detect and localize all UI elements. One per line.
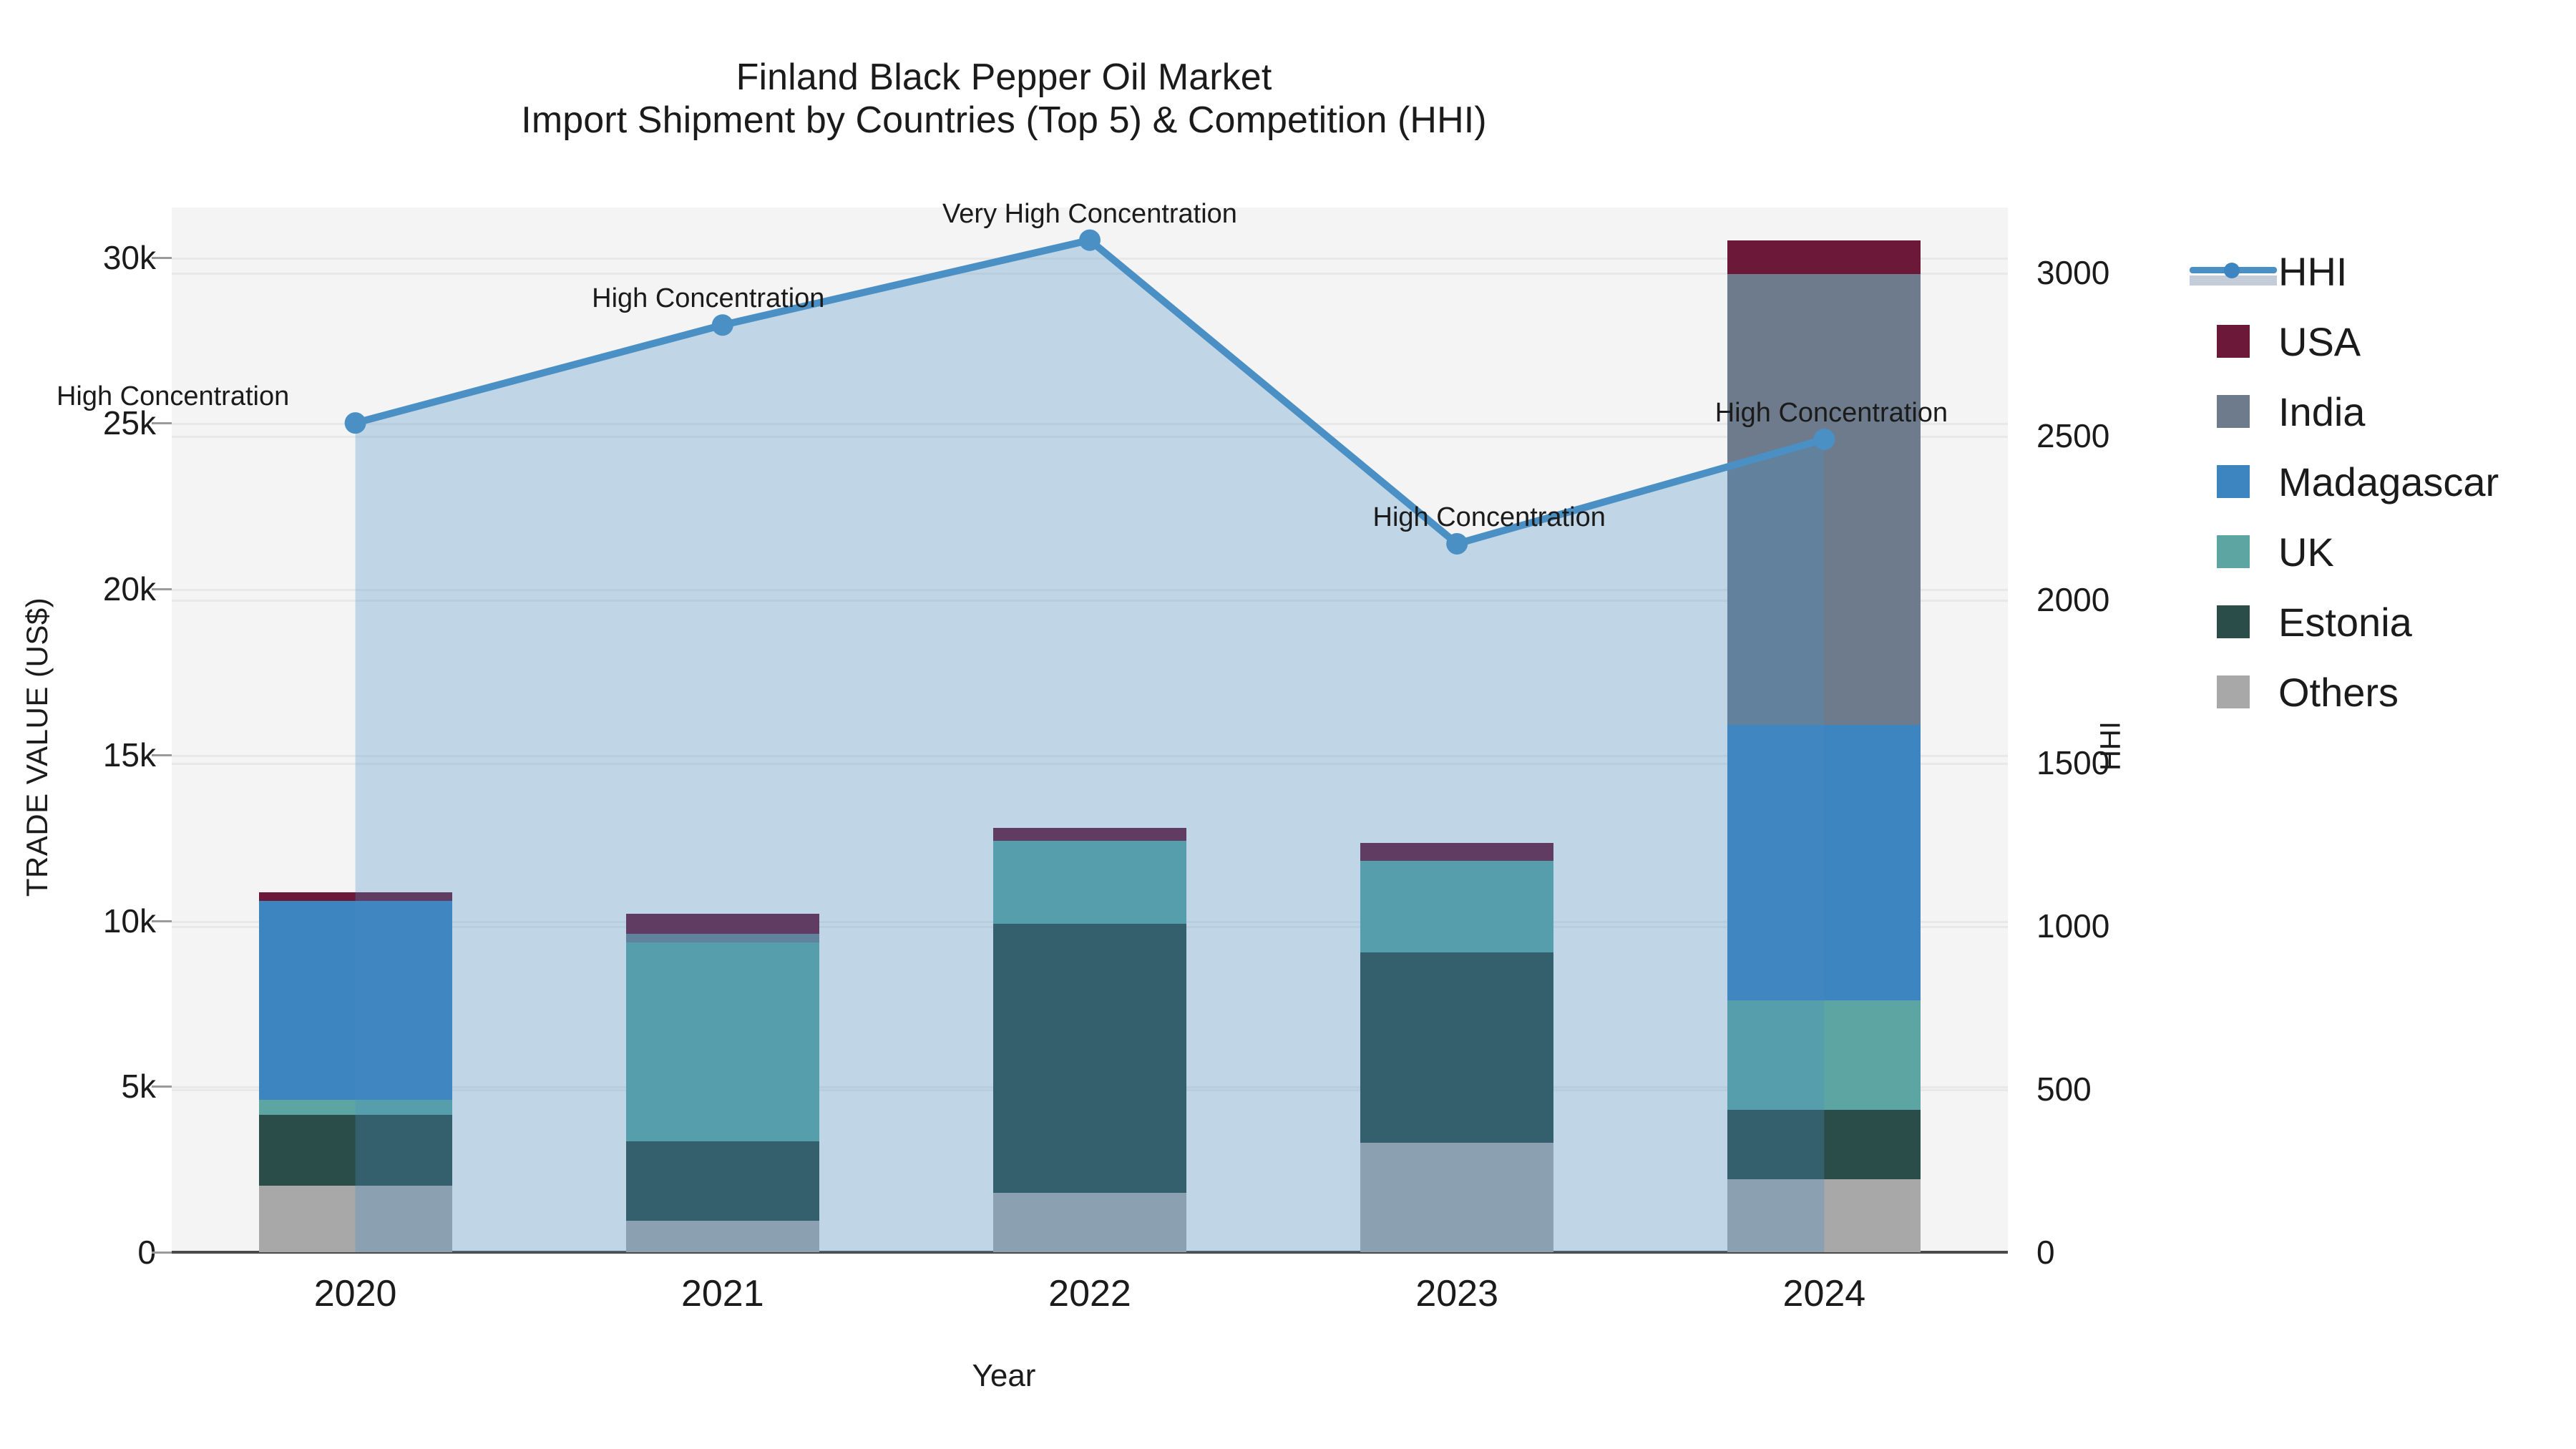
gridline-secondary <box>172 599 2008 602</box>
y-tick-label-right: 1500 <box>2036 743 2110 781</box>
y-tick-mark-left <box>152 1085 172 1088</box>
bar-segment-2021-uk[interactable] <box>625 942 819 1141</box>
y-tick-mark-left <box>152 422 172 425</box>
legend-swatch-estonia-icon <box>2217 605 2250 638</box>
legend-item-india[interactable]: India <box>2190 376 2576 447</box>
legend-item-hhi[interactable]: HHI <box>2190 236 2576 306</box>
bar-segment-2024-others[interactable] <box>1727 1179 1921 1252</box>
legend-label: HHI <box>2278 248 2348 294</box>
bar-segment-2024-uk[interactable] <box>1727 1000 1921 1110</box>
legend-item-usa[interactable]: USA <box>2190 306 2576 376</box>
gridline-secondary <box>172 762 2008 765</box>
title-line-1: Finland Black Pepper Oil Market <box>736 57 1272 98</box>
y-tick-mark-left <box>152 919 172 922</box>
y-tick-label-left: 15k <box>102 736 156 774</box>
legend-label: India <box>2278 389 2366 434</box>
y-tick-mark-left <box>152 256 172 259</box>
y-tick-mark-left <box>152 753 172 756</box>
hhi-annotation-2020: High Concentration <box>56 381 290 412</box>
y-tick-label-right: 3000 <box>2036 254 2110 292</box>
gridline <box>172 589 2008 592</box>
y-axis-label-left: TRADE VALUE (US$) <box>20 597 54 897</box>
bar-segment-2024-estonia[interactable] <box>1727 1109 1921 1180</box>
bar-segment-2023-usa[interactable] <box>1360 842 1554 862</box>
legend-item-others[interactable]: Others <box>2190 657 2576 727</box>
chart-legend: HHI USA India Madagascar UK Estonia Others <box>2190 236 2576 727</box>
x-axis-label: Year <box>972 1358 1036 1393</box>
x-tick-label-2023: 2023 <box>1415 1273 1499 1314</box>
y-tick-label-right: 1000 <box>2036 907 2110 945</box>
bar-segment-2023-others[interactable] <box>1360 1143 1554 1252</box>
bar-segment-2022-others[interactable] <box>993 1192 1186 1252</box>
bar-segment-2020-uk[interactable] <box>258 1099 452 1115</box>
bar-segment-2022-estonia[interactable] <box>993 924 1186 1193</box>
bar-segment-2024-usa[interactable] <box>1727 240 1921 274</box>
y-tick-label-left: 5k <box>121 1068 156 1106</box>
legend-label: UK <box>2278 529 2334 575</box>
y-tick-label-right: 500 <box>2036 1070 2092 1108</box>
legend-label: USA <box>2278 318 2361 364</box>
legend-label: Madagascar <box>2278 459 2499 504</box>
legend-line-marker-icon <box>2190 255 2277 288</box>
bar-segment-2024-madagascar[interactable] <box>1727 725 1921 1000</box>
title-line-2: Import Shipment by Countries (Top 5) & C… <box>521 99 1487 142</box>
y-tick-label-left: 20k <box>102 570 156 608</box>
legend-swatch-others-icon <box>2217 675 2250 708</box>
y-tick-label-left: 30k <box>102 238 156 276</box>
y-tick-label-left: 25k <box>102 404 156 442</box>
hhi-annotation-2021: High Concentration <box>592 283 825 314</box>
hhi-annotation-2024: High Concentration <box>1714 397 1948 428</box>
bar-segment-2021-usa[interactable] <box>625 914 819 935</box>
bar-segment-2021-others[interactable] <box>625 1220 819 1252</box>
bar-segment-2021-estonia[interactable] <box>625 1141 819 1221</box>
bar-segment-2021-india[interactable] <box>625 934 819 942</box>
legend-item-estonia[interactable]: Estonia <box>2190 587 2576 657</box>
legend-swatch-madagascar-icon <box>2217 465 2250 498</box>
legend-item-uk[interactable]: UK <box>2190 517 2576 587</box>
y-tick-label-right: 0 <box>2036 1234 2055 1271</box>
hhi-annotation-2022: Very High Concentration <box>942 198 1237 229</box>
x-tick-label-2021: 2021 <box>680 1273 764 1314</box>
legend-label: Estonia <box>2278 599 2412 645</box>
bar-segment-2020-madagascar[interactable] <box>258 900 452 1100</box>
hhi-annotation-2023: High Concentration <box>1372 502 1606 532</box>
x-tick-label-2024: 2024 <box>1782 1273 1866 1314</box>
legend-label: Others <box>2278 669 2399 715</box>
y-tick-label-right: 2000 <box>2036 580 2110 618</box>
legend-area-band-icon <box>2190 275 2277 286</box>
x-tick-label-2022: 2022 <box>1048 1273 1131 1314</box>
bar-segment-2020-others[interactable] <box>258 1186 452 1252</box>
chart-title: Finland Black Pepper Oil Market Import S… <box>0 56 2008 142</box>
legend-swatch-usa-icon <box>2217 325 2250 358</box>
legend-dot-icon <box>2224 263 2240 278</box>
bar-segment-2022-uk[interactable] <box>993 841 1186 924</box>
legend-swatch-uk-icon <box>2217 535 2250 568</box>
bar-segment-2020-usa[interactable] <box>258 892 452 901</box>
gridline <box>172 754 2008 757</box>
bar-segment-2023-uk[interactable] <box>1360 861 1554 952</box>
y-tick-mark-left <box>152 588 172 591</box>
x-axis-line <box>172 1251 2008 1254</box>
bar-segment-2024-india[interactable] <box>1727 273 1921 726</box>
x-tick-label-2020: 2020 <box>313 1273 397 1314</box>
bar-segment-2020-estonia[interactable] <box>258 1114 452 1186</box>
legend-swatch-india-icon <box>2217 395 2250 428</box>
y-tick-mark-left <box>152 1252 172 1254</box>
legend-item-madagascar[interactable]: Madagascar <box>2190 447 2576 517</box>
y-tick-label-left: 10k <box>102 902 156 940</box>
bar-segment-2022-usa[interactable] <box>993 827 1186 841</box>
bar-segment-2023-estonia[interactable] <box>1360 952 1554 1143</box>
y-tick-label-right: 2500 <box>2036 417 2110 455</box>
